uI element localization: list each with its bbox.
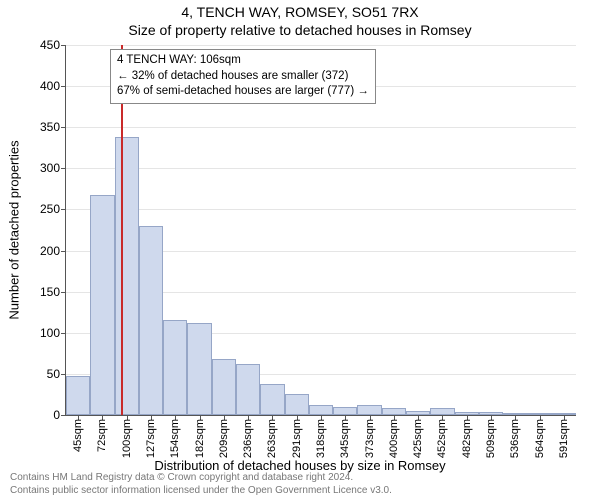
histogram-bar (163, 320, 187, 415)
footer-line1: Contains HM Land Registry data © Crown c… (10, 472, 392, 485)
x-tick-label: 263sqm (266, 419, 278, 458)
title-subtitle: Size of property relative to detached ho… (0, 22, 600, 38)
gridline (66, 168, 576, 169)
x-tick-label: 373sqm (364, 419, 376, 458)
y-tick-label: 350 (40, 120, 60, 134)
x-tick-label: 100sqm (121, 419, 133, 458)
histogram-bar (333, 407, 357, 415)
x-tick-label: 591sqm (558, 419, 570, 458)
annotation-box: 4 TENCH WAY: 106sqm ← 32% of detached ho… (110, 49, 376, 104)
y-tick-mark (61, 209, 66, 210)
y-tick-label: 150 (40, 285, 60, 299)
y-tick-label: 200 (40, 244, 60, 258)
histogram-bar (285, 394, 309, 415)
y-tick-mark (61, 168, 66, 169)
x-tick-label: 45sqm (72, 419, 84, 452)
x-tick-label: 72sqm (96, 419, 108, 452)
gridline (66, 45, 576, 46)
title-address: 4, TENCH WAY, ROMSEY, SO51 7RX (0, 4, 600, 20)
y-tick-label: 0 (53, 408, 60, 422)
x-tick-label: 318sqm (315, 419, 327, 458)
histogram-bar (115, 137, 139, 415)
x-tick-label: 154sqm (169, 419, 181, 458)
y-tick-mark (61, 45, 66, 46)
x-tick-label: 425sqm (412, 419, 424, 458)
y-tick-label: 300 (40, 161, 60, 175)
y-tick-label: 250 (40, 202, 60, 216)
y-tick-mark (61, 127, 66, 128)
x-tick-label: 236sqm (242, 419, 254, 458)
x-tick-label: 564sqm (534, 419, 546, 458)
y-tick-mark (61, 292, 66, 293)
x-tick-label: 209sqm (218, 419, 230, 458)
histogram-bar (236, 364, 260, 415)
y-tick-mark (61, 415, 66, 416)
gridline (66, 127, 576, 128)
plot-area: 05010015020025030035040045045sqm72sqm100… (65, 45, 576, 416)
x-tick-label: 182sqm (194, 419, 206, 458)
y-tick-label: 100 (40, 326, 60, 340)
annotation-line1: 4 TENCH WAY: 106sqm (117, 53, 369, 69)
y-tick-label: 50 (47, 367, 60, 381)
x-tick-label: 127sqm (145, 419, 157, 458)
histogram-bar (309, 405, 333, 415)
x-tick-label: 452sqm (436, 419, 448, 458)
x-tick-label: 291sqm (291, 419, 303, 458)
histogram-bar (260, 384, 284, 415)
footer-line2: Contains public sector information licen… (10, 485, 392, 498)
histogram-bar (357, 405, 381, 415)
y-tick-mark (61, 251, 66, 252)
histogram-bar (187, 323, 211, 415)
y-tick-label: 400 (40, 79, 60, 93)
y-axis-label: Number of detached properties (7, 140, 22, 319)
annotation-line3: 67% of semi-detached houses are larger (… (117, 84, 369, 100)
x-tick-label: 400sqm (388, 419, 400, 458)
histogram-bar (66, 376, 90, 415)
y-tick-mark (61, 333, 66, 334)
footer-text: Contains HM Land Registry data © Crown c… (10, 472, 392, 497)
y-tick-label: 450 (40, 38, 60, 52)
x-axis-label: Distribution of detached houses by size … (0, 458, 600, 473)
x-tick-label: 482sqm (461, 419, 473, 458)
gridline (66, 209, 576, 210)
x-tick-label: 509sqm (485, 419, 497, 458)
annotation-line2: ← 32% of detached houses are smaller (37… (117, 69, 369, 85)
y-tick-mark (61, 86, 66, 87)
x-tick-label: 536sqm (509, 419, 521, 458)
chart-container: 4, TENCH WAY, ROMSEY, SO51 7RX Size of p… (0, 0, 600, 500)
x-tick-label: 345sqm (339, 419, 351, 458)
histogram-bar (212, 359, 236, 415)
histogram-bar (90, 195, 114, 415)
histogram-bar (139, 226, 163, 415)
